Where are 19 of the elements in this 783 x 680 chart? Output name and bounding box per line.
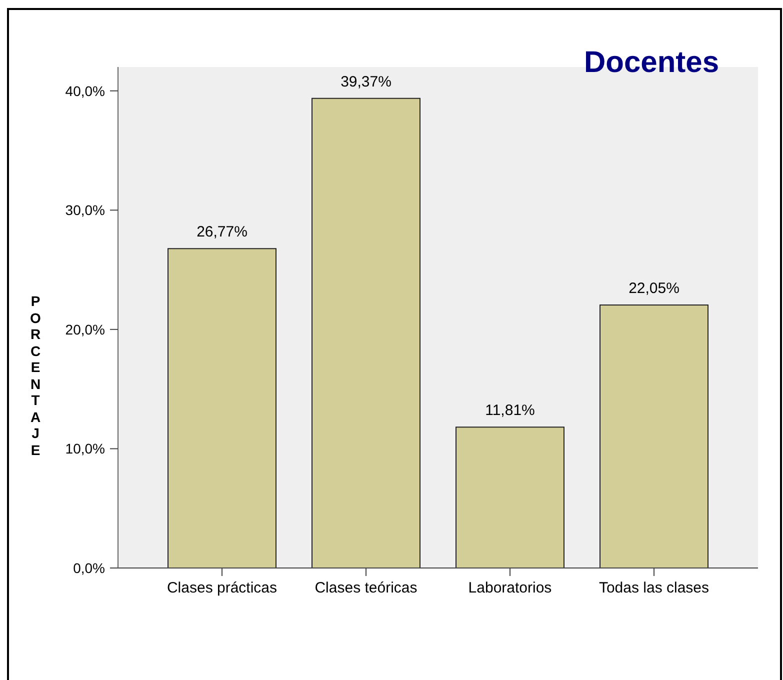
y-tick-label: 20,0% <box>65 321 105 338</box>
bar <box>456 426 564 568</box>
bar <box>600 304 708 568</box>
x-tick-label: Todas las clases <box>598 580 710 597</box>
bar <box>168 248 276 568</box>
y-tick-label: 30,0% <box>65 202 105 218</box>
y-tick-label: 40,0% <box>65 82 105 99</box>
text: PORCENTAJE <box>30 293 41 458</box>
data-label: 26,77% <box>196 224 248 241</box>
x-tick-label: Laboratorios <box>468 580 552 597</box>
bar <box>312 98 420 568</box>
x-tick-label: Clases prácticas <box>166 580 278 597</box>
y-tick-label: 0,0% <box>73 560 105 576</box>
x-tick-label: Clases teóricas <box>314 580 418 597</box>
data-label: 11,81% <box>485 402 535 420</box>
data-label: 22,05% <box>628 280 680 297</box>
data-label: 39,37% <box>340 73 392 90</box>
chart-title: Docentes <box>584 46 720 79</box>
y-tick-label: 10,0% <box>65 440 105 457</box>
